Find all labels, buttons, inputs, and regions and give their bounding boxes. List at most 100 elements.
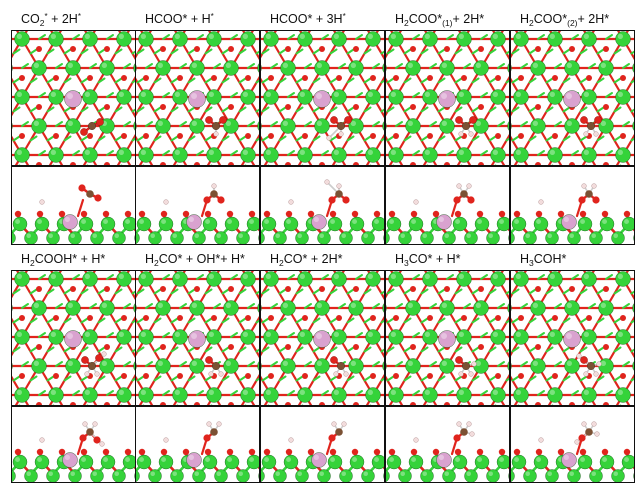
adsorbate-oxygen: [328, 434, 336, 442]
hydrogen-atom: [333, 371, 339, 377]
zinc-atom: [408, 216, 424, 232]
dopant-atom: [313, 90, 331, 108]
oxygen-atom: [70, 402, 76, 405]
oxygen-atom: [70, 46, 76, 52]
zinc-atom: [138, 147, 154, 163]
zinc-atom: [545, 469, 559, 482]
oxygen-atom: [160, 162, 166, 165]
oxygen-atom: [177, 315, 183, 321]
zinc-atom: [14, 271, 30, 287]
oxygen-atom: [427, 373, 433, 379]
zinc-atom: [383, 473, 384, 479]
oxygen-atom: [228, 104, 234, 110]
zinc-atom: [513, 31, 529, 47]
side-view-panel: [510, 406, 635, 483]
hydrogen-atom: [469, 431, 475, 437]
zinc-atom: [261, 122, 262, 130]
zinc-atom: [523, 469, 537, 482]
hydrogen-atom: [593, 131, 599, 137]
zinc-atom: [297, 89, 313, 105]
zinc-atom: [547, 329, 563, 345]
zinc-atom: [633, 235, 634, 241]
zinc-atom: [371, 216, 384, 232]
oxygen-atom: [336, 75, 342, 81]
zinc-atom: [511, 470, 515, 482]
side-view-panel: [385, 166, 510, 245]
zinc-atom: [530, 118, 546, 134]
top-view-panel: [260, 270, 385, 406]
zinc-atom: [331, 147, 347, 163]
oxygen-atom: [204, 210, 212, 218]
dopant-atom: [186, 452, 202, 468]
oxygen-atom: [104, 46, 110, 52]
zinc-atom: [348, 358, 364, 374]
oxygen-atom: [53, 373, 59, 379]
oxygen-atom: [87, 315, 93, 321]
zinc-atom: [258, 235, 259, 241]
zinc-atom: [158, 216, 174, 232]
zinc-atom: [598, 358, 614, 374]
hydrogen-atom: [456, 421, 462, 427]
zinc-atom: [214, 469, 228, 482]
oxygen-atom: [495, 373, 501, 379]
oxygen-atom: [143, 133, 149, 139]
oxygen-atom: [226, 448, 234, 456]
adsorbate-oxygen: [455, 356, 463, 364]
adsorbate-oxygen: [594, 116, 602, 124]
adsorbate-oxygen: [80, 128, 88, 136]
hydrogen-atom: [576, 353, 582, 359]
zinc-atom: [136, 216, 152, 232]
oxygen-atom: [353, 46, 359, 52]
zinc-atom: [263, 31, 279, 47]
zinc-atom: [65, 300, 81, 316]
hydrogen-atom: [596, 361, 602, 367]
hydrogen-atom: [413, 199, 419, 205]
zinc-atom: [122, 216, 135, 232]
zinc-atom: [189, 118, 205, 134]
zinc-atom: [261, 454, 277, 470]
hydrogen-atom: [324, 179, 330, 185]
carbon-atom: [211, 361, 220, 370]
zinc-atom: [224, 216, 240, 232]
zinc-atom: [348, 118, 364, 134]
oxygen-atom: [518, 373, 524, 379]
zinc-atom: [283, 454, 299, 470]
dopant-atom: [62, 452, 78, 468]
zinc-atom: [189, 358, 205, 374]
oxygen-atom: [427, 75, 433, 81]
adsorbate-oxygen: [330, 116, 338, 124]
zinc-atom: [581, 89, 597, 105]
zinc-atom: [148, 469, 162, 482]
zinc-atom: [112, 231, 126, 244]
oxygen-atom: [268, 133, 274, 139]
zinc-atom: [496, 216, 509, 232]
zinc-atom: [202, 216, 218, 232]
zinc-atom: [82, 89, 98, 105]
zinc-atom: [442, 469, 456, 482]
oxygen-atom: [211, 315, 217, 321]
zinc-atom: [273, 469, 287, 482]
zinc-atom: [236, 231, 250, 244]
adsorbate-oxygen: [93, 436, 101, 444]
oxygen-atom: [19, 315, 25, 321]
oxygen-atom: [124, 448, 132, 456]
carbon-atom: [460, 428, 468, 436]
zinc-atom: [138, 329, 154, 345]
zinc-atom: [46, 469, 60, 482]
hydrogen-atom: [288, 437, 294, 443]
zinc-atom: [31, 300, 47, 316]
zinc-atom: [422, 89, 438, 105]
oxygen-atom: [410, 162, 416, 165]
zinc-atom: [633, 473, 634, 479]
oxygen-atom: [552, 315, 558, 321]
oxygen-atom: [535, 344, 541, 350]
oxygen-atom: [476, 210, 484, 218]
oxygen-atom: [444, 286, 450, 292]
oxygen-atom: [370, 315, 376, 321]
zinc-atom: [314, 60, 330, 76]
oxygen-atom: [268, 373, 274, 379]
oxygen-atom: [302, 373, 308, 379]
zinc-atom: [386, 470, 390, 482]
hydrogen-atom: [211, 183, 217, 189]
oxygen-atom: [36, 402, 42, 405]
